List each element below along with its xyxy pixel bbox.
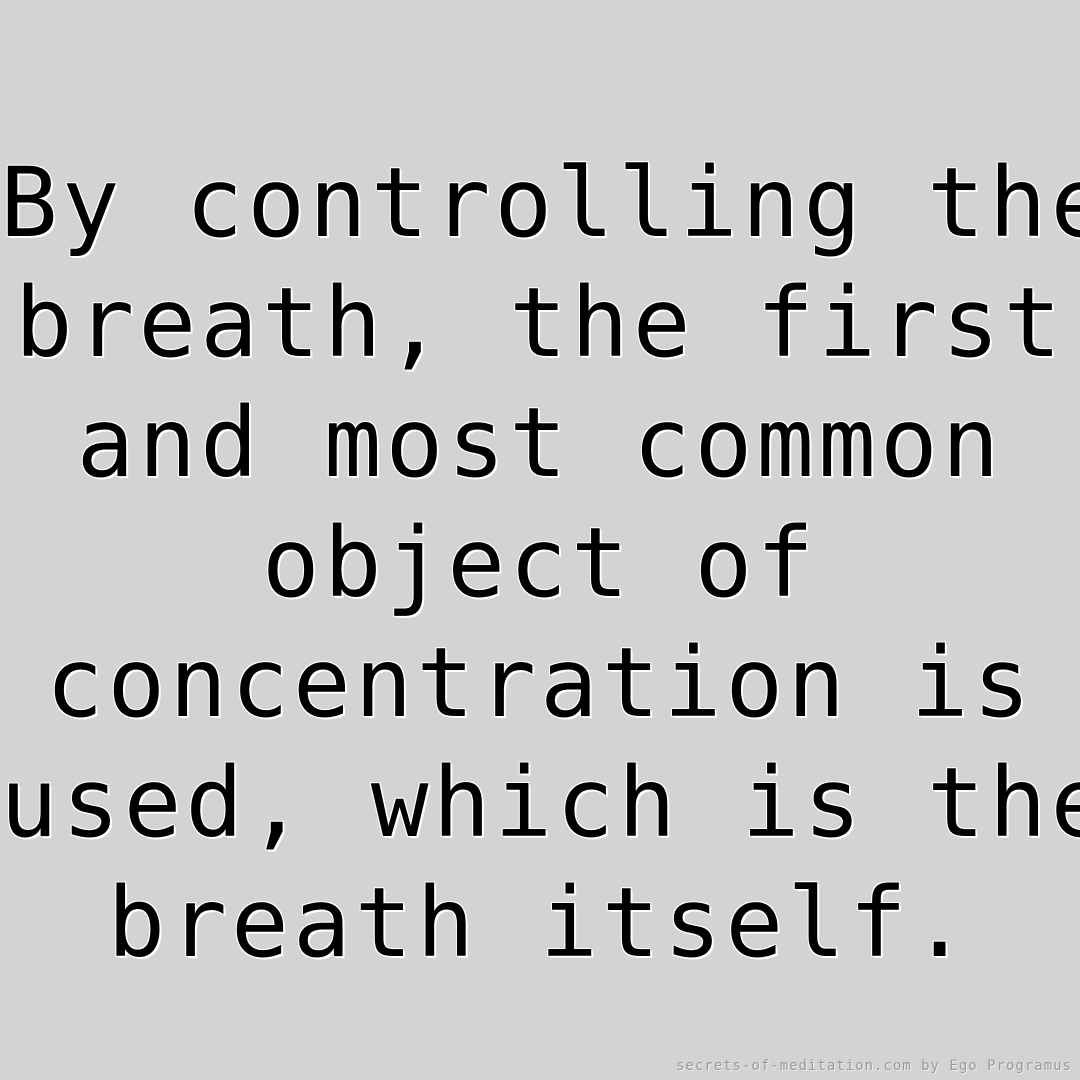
quote-line-4: object of [261, 507, 819, 619]
quote-line-7: breath itself. [107, 867, 973, 979]
quote-text: By controlling the breath, the first and… [0, 143, 1080, 983]
quote-line-6: used, which is the [0, 747, 1080, 859]
quote-line-1: By controlling the [0, 147, 1080, 259]
quote-line-2: breath, the first [14, 267, 1066, 379]
watermark-credit: secrets-of-meditation.com by Ego Program… [675, 1058, 1072, 1074]
quote-line-3: and most common [76, 387, 1004, 499]
quote-line-5: concentration is [45, 627, 1035, 739]
